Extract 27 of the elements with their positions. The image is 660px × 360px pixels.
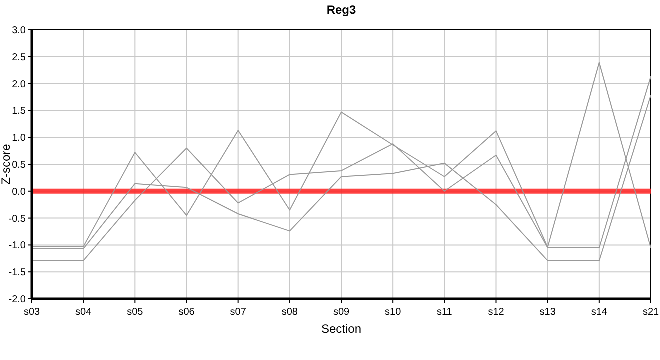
x-tick-label: s08 <box>282 307 298 318</box>
x-tick-label: s07 <box>230 307 247 318</box>
y-tick-label: 2.5 <box>12 52 26 64</box>
x-tick-label: s05 <box>127 307 144 318</box>
y-tick-label: -2.0 <box>8 294 26 306</box>
x-tick-label: s21 <box>642 307 660 318</box>
y-tick-label: 3.0 <box>12 26 26 36</box>
y-tick-label: 2.0 <box>12 79 26 90</box>
y-tick-label: -1.0 <box>8 240 26 252</box>
x-tick-label: s03 <box>24 307 40 318</box>
y-tick-label: 0.0 <box>12 186 26 198</box>
x-tick-label: s09 <box>333 307 350 318</box>
x-tick-label: s06 <box>178 307 196 318</box>
y-tick-label: -1.5 <box>8 268 26 279</box>
x-axis-title: Section <box>321 322 362 336</box>
x-tick-label: s13 <box>540 307 556 318</box>
y-tick-label: 1.0 <box>12 133 26 144</box>
y-axis-title: Z-score <box>0 144 13 185</box>
x-tick-label: s14 <box>591 307 608 318</box>
x-tick-label: s12 <box>488 307 505 318</box>
x-tick-label: s10 <box>385 307 402 318</box>
x-tick-label: s04 <box>76 307 92 318</box>
y-tick-label: 0.5 <box>12 160 26 171</box>
y-tick-label: -0.5 <box>8 214 26 225</box>
x-tick-label: s11 <box>436 307 453 318</box>
y-tick-label: 1.5 <box>12 106 26 118</box>
chart-title: Reg3 <box>326 3 356 17</box>
